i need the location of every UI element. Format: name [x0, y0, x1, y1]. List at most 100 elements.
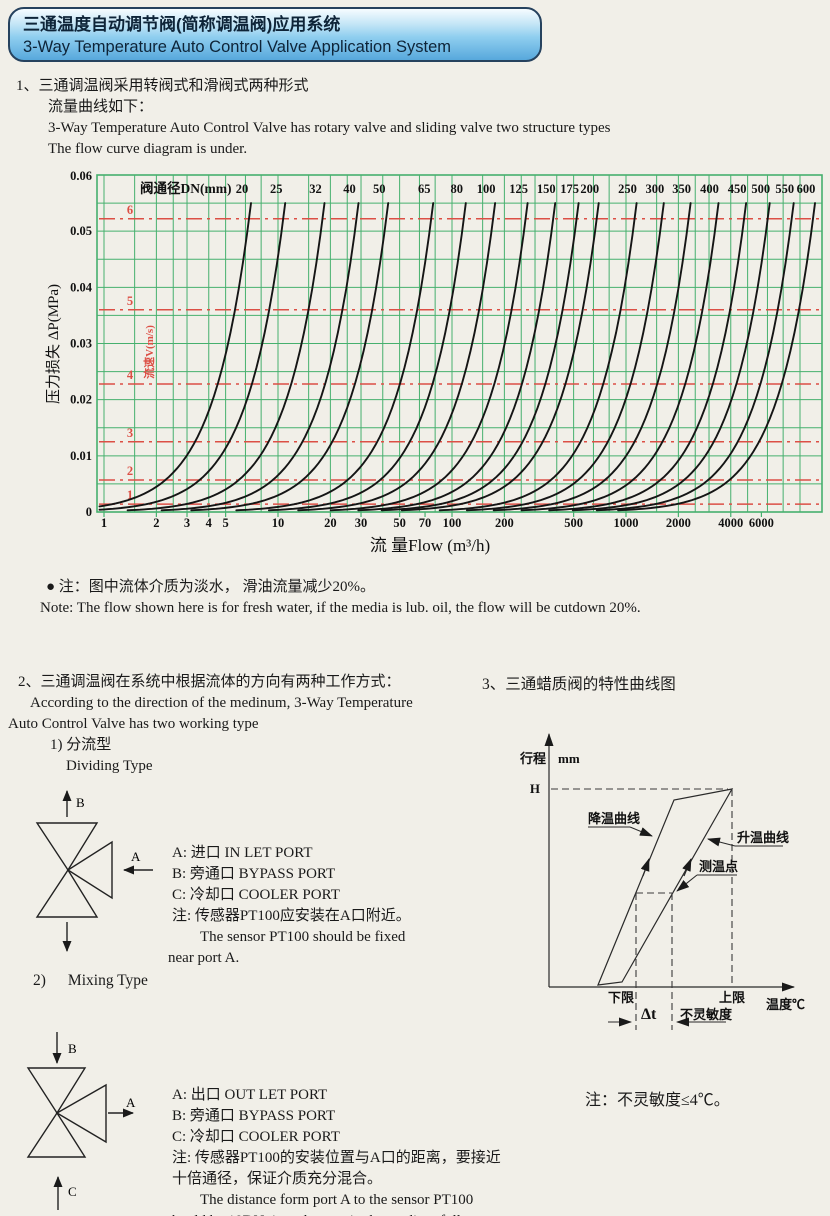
dn-curve-20: [98, 202, 252, 508]
dn-label-25: 25: [270, 182, 283, 196]
dn-curve-50: [190, 202, 390, 512]
section2-sub2: 2) Mixing Type: [33, 972, 148, 990]
section2-sub1-en: Dividing Type: [66, 758, 153, 774]
dn-header-label: 阀通径DN(mm): [140, 180, 231, 196]
section3-heading: 3、三通蜡质阀的特性曲线图: [482, 676, 676, 693]
dn-label-300: 300: [645, 182, 664, 196]
svg-text:0.05: 0.05: [70, 224, 92, 238]
section2-en2: Auto Control Valve has two working type: [8, 716, 259, 732]
dn-curve-25: [98, 202, 287, 511]
dn-curve-250: [438, 202, 638, 512]
dn-curve-350: [492, 202, 692, 512]
section1-text: 1、三通调温阀采用转阀式和滑阀式两种形式 流量曲线如下： 3-Way Tempe…: [16, 76, 610, 160]
dn-curve-80: [267, 202, 467, 512]
measure-leader-arrow: [676, 874, 698, 892]
dn-label-250: 250: [618, 182, 637, 196]
sub2-number: 2): [33, 972, 46, 989]
heating-leader-arrow: [707, 837, 736, 847]
delta-t-label: Δt: [641, 1006, 657, 1023]
section2-heading: 2、三通调温阀在系统中根据流体的方向有两种工作方式：: [18, 674, 401, 690]
svg-text:0: 0: [86, 505, 92, 519]
valve-triangle-bottom: [35, 868, 99, 918]
heating-direction-arrow: [682, 858, 692, 877]
svg-text:2: 2: [153, 516, 159, 530]
stroke-axis-unit: mm: [558, 751, 580, 766]
svg-text:4: 4: [206, 516, 213, 530]
page-title-en: 3-Way Temperature Auto Control Valve App…: [23, 38, 451, 56]
note-line: near port A.: [168, 950, 240, 966]
stroke-axis-label: 行程: [519, 751, 546, 766]
svg-text:0.01: 0.01: [70, 449, 92, 463]
svg-text:50: 50: [393, 516, 406, 530]
section2-text: 2、三通调温阀在系统中根据流体的方向有两种工作方式： According to …: [8, 672, 413, 777]
sub2-label: Mixing Type: [67, 972, 148, 989]
svg-text:6000: 6000: [749, 516, 774, 530]
valve-triangle-top: [35, 822, 99, 872]
svg-text:70: 70: [419, 516, 432, 530]
temp-axis-label: 温度℃: [766, 997, 805, 1012]
dn-curve-100: [297, 202, 497, 512]
svg-text:10: 10: [272, 516, 285, 530]
note-line: B: 旁通口 BYPASS PORT: [172, 1108, 336, 1124]
dn-label-175: 175: [560, 182, 579, 196]
velocity-line-label: 6: [127, 203, 133, 217]
dn-label-550: 550: [775, 182, 794, 196]
upper-limit-label: 上限: [719, 990, 746, 1005]
cooling-leader-arrow: [629, 826, 653, 837]
dn-label-20: 20: [236, 182, 249, 196]
note-line: The distance form port A to the sensor P…: [200, 1192, 474, 1208]
dn-curve-600: [617, 202, 816, 512]
dn-label-32: 32: [309, 182, 322, 196]
chart-note-zh: ● 注：图中流体介质为淡水， 滑油流量减少20%。: [46, 579, 376, 595]
mixing-notes: A: 出口 OUT LET PORT B: 旁通口 BYPASS PORT C:…: [166, 1085, 502, 1216]
valve-triangle-right: [55, 1083, 107, 1144]
velocity-line-label: 5: [127, 294, 133, 308]
section1-line3: 3-Way Temperature Auto Control Valve has…: [48, 120, 611, 136]
velocity-line-label: 1: [127, 488, 133, 502]
dn-label-200: 200: [580, 182, 599, 196]
svg-text:0.03: 0.03: [70, 337, 92, 351]
svg-text:3: 3: [184, 516, 190, 530]
svg-text:1: 1: [101, 516, 107, 530]
note-line: B: 旁通口 BYPASS PORT: [172, 866, 336, 882]
valve-triangle-right: [66, 840, 113, 900]
dn-label-150: 150: [537, 182, 556, 196]
note-line: should be 10DN, in order to mix the medi…: [166, 1211, 502, 1216]
cooling-curve-label: 降温曲线: [588, 811, 640, 826]
dn-label-125: 125: [509, 182, 528, 196]
dn-curve-32: [126, 202, 326, 512]
section2-en1: According to the direction of the medinu…: [30, 695, 413, 711]
valve-triangle-bottom: [26, 1111, 87, 1158]
dn-curve-200: [400, 202, 600, 512]
cooling-direction-arrow: [640, 858, 650, 877]
x-axis-title: 流 量Flow (m³/h): [370, 536, 490, 555]
velocity-line-label: 4: [127, 368, 134, 382]
dn-curve-400: [520, 202, 720, 512]
section1-line2: 流量曲线如下：: [48, 99, 154, 115]
port-a-label: A: [126, 1095, 136, 1110]
dn-label-350: 350: [672, 182, 691, 196]
svg-text:2000: 2000: [666, 516, 691, 530]
svg-text:500: 500: [564, 516, 583, 530]
dn-curve-40: [160, 202, 360, 512]
note-line: C: 冷却口 COOLER PORT: [172, 887, 340, 903]
characteristic-curve-diagram: 行程 mm H 降温曲线 升温曲线 测温点 下限 上限 温度℃ Δt 不灵敏度: [519, 733, 805, 1030]
dn-curve-450: [548, 202, 748, 512]
note-line: C: 冷却口 COOLER PORT: [172, 1129, 340, 1145]
lower-limit-label: 下限: [608, 990, 635, 1005]
dn-label-65: 65: [418, 182, 431, 196]
dn-curve-150: [357, 202, 557, 512]
dividing-valve-diagram: B A: [35, 790, 153, 952]
page-title-zh: 三通温度自动调节阀(简称调温阀)应用系统: [23, 15, 341, 34]
svg-text:0.04: 0.04: [70, 280, 93, 294]
measure-point-label: 测温点: [699, 859, 738, 874]
chart-note: ● 注：图中流体介质为淡水， 滑油流量减少20%。 Note: The flow…: [40, 577, 641, 619]
velocity-line-label: 2: [127, 464, 133, 478]
port-b-label: B: [76, 795, 85, 810]
dn-curve-175: [380, 202, 580, 512]
h-label: H: [530, 781, 540, 796]
note-line: A: 进口 IN LET PORT: [172, 845, 313, 861]
port-a-label: A: [131, 849, 141, 864]
